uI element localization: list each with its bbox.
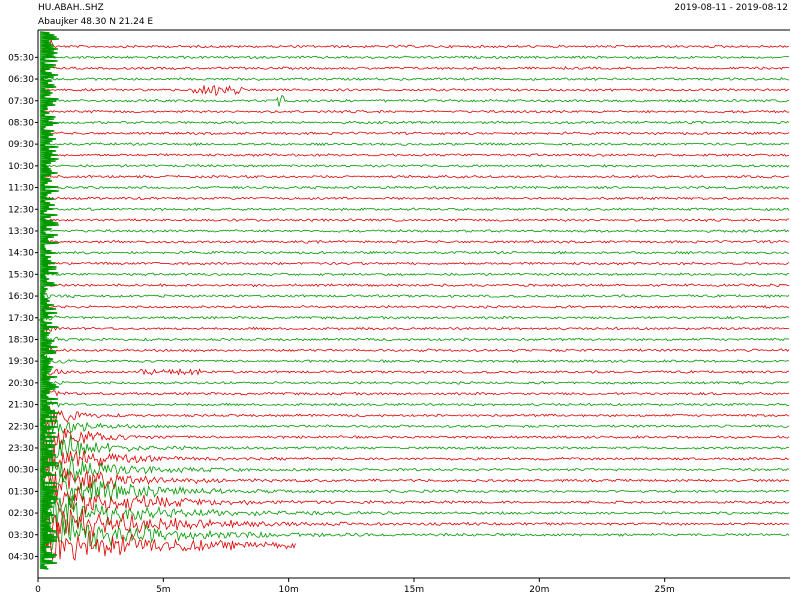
date-range: 2019-08-11 - 2019-08-12 — [674, 3, 788, 13]
trace-row — [41, 229, 790, 233]
row-time-label: 03:30 — [8, 531, 34, 541]
trace-row — [41, 153, 790, 157]
trace-row — [41, 399, 790, 412]
trace-row — [41, 283, 790, 288]
trace-row — [41, 467, 790, 498]
trace-row — [41, 218, 790, 223]
row-time-label: 05:30 — [8, 53, 34, 63]
trace-group — [37, 31, 790, 570]
row-time-label: 17:30 — [8, 314, 34, 324]
trace-row — [41, 120, 790, 125]
row-time-label: 15:30 — [8, 270, 34, 280]
trace-row — [41, 473, 790, 506]
x-tick-label: 0 — [35, 585, 41, 595]
row-time-label: 04:30 — [8, 552, 34, 562]
trace-row — [41, 433, 790, 462]
row-time-label: 22:30 — [8, 422, 34, 432]
row-time-label: 19:30 — [8, 357, 34, 367]
row-time-label: 14:30 — [8, 249, 34, 259]
trace-row — [41, 401, 790, 426]
row-time-label: 21:30 — [8, 401, 34, 411]
row-time-label: 06:30 — [8, 75, 34, 85]
trace-row — [41, 163, 790, 168]
trace-row — [41, 39, 790, 52]
trace-row — [41, 174, 790, 179]
trace-row — [41, 55, 790, 60]
trace-row — [41, 341, 790, 358]
row-time-label: 11:30 — [8, 184, 34, 194]
station-code: HU.ABAH..SHZ — [38, 3, 104, 13]
trace-row — [41, 261, 790, 266]
trace-row — [41, 94, 790, 107]
x-tick-label: 25m — [655, 585, 675, 595]
trace-row — [41, 486, 790, 516]
row-time-label: 18:30 — [8, 335, 34, 345]
x-tick-label: 10m — [279, 585, 299, 595]
row-time-label: 12:30 — [8, 205, 34, 215]
trace-row — [41, 450, 790, 484]
trace-row — [41, 77, 790, 82]
row-time-label: 09:30 — [8, 140, 34, 150]
x-tick-label: 15m — [404, 585, 424, 595]
trace-row — [41, 388, 790, 397]
row-time-label: 23:30 — [8, 444, 34, 454]
trace-row — [41, 413, 790, 449]
trace-row — [41, 66, 790, 71]
trace-row — [41, 355, 790, 365]
trace-row — [41, 109, 790, 114]
row-time-label: 02:30 — [8, 509, 34, 519]
row-time-label: 00:30 — [8, 466, 34, 476]
row-time-label: 08:30 — [8, 118, 34, 128]
trace-row — [41, 292, 790, 299]
row-time-label: 07:30 — [8, 97, 34, 107]
trace-row — [41, 493, 790, 530]
station-location: Abaujker 48.30 N 21.24 E — [38, 17, 154, 27]
trace-row — [41, 84, 790, 97]
trace-row — [42, 313, 790, 321]
trace-row — [41, 185, 790, 190]
trace-row — [41, 131, 790, 136]
trace-row — [41, 142, 790, 147]
trace-row — [41, 508, 790, 546]
trace-row — [41, 207, 790, 212]
row-time-label: 13:30 — [8, 227, 34, 237]
trace-row — [41, 303, 790, 311]
trace-row — [41, 522, 296, 561]
trace-row — [41, 336, 790, 346]
trace-row — [41, 368, 790, 380]
row-time-label: 20:30 — [8, 379, 34, 389]
row-time-label: 10:30 — [8, 162, 34, 172]
trace-row — [41, 272, 790, 277]
trace-row — [41, 439, 790, 478]
trace-row — [41, 196, 790, 201]
row-time-label: 16:30 — [8, 292, 34, 302]
trace-row — [41, 326, 789, 333]
x-tick-label: 20m — [529, 585, 549, 595]
saturated-arrival — [37, 31, 59, 570]
row-time-label: 01:30 — [8, 487, 34, 497]
trace-row — [41, 413, 790, 438]
trace-row — [41, 515, 790, 552]
trace-row — [41, 239, 790, 244]
axes: 0 5m 10m 15m 20m 25m 05:30 06:30 07:30 08:30 09:30… — [8, 29, 790, 595]
x-tick-label: 5m — [156, 585, 171, 595]
trace-row — [41, 380, 790, 388]
trace-row — [41, 250, 790, 255]
